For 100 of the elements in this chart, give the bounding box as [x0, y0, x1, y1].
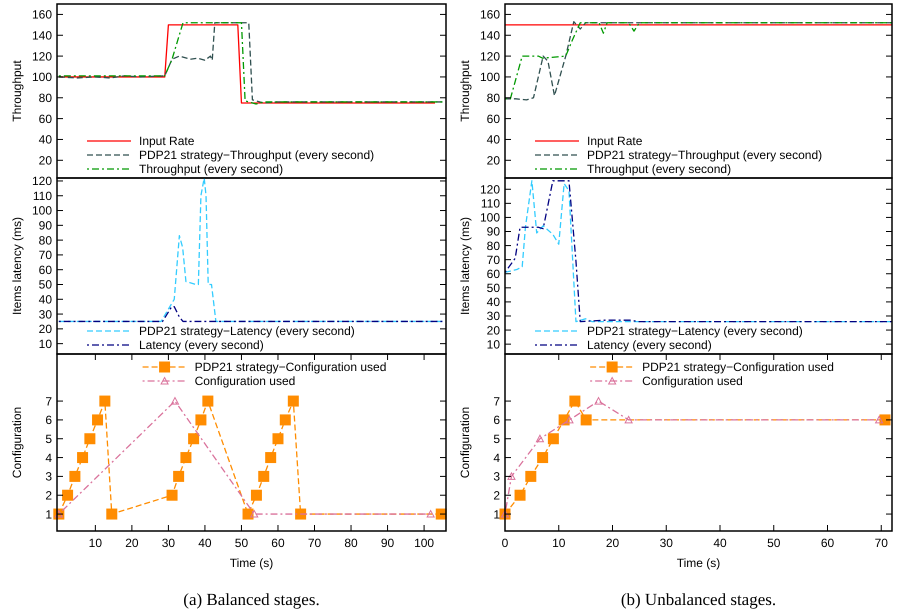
point	[92, 414, 104, 426]
point	[566, 416, 574, 424]
y-tick-label: 80	[486, 90, 500, 105]
y-tick-label: 1	[45, 507, 52, 522]
y-tick-label: 140	[480, 28, 500, 42]
legend-label: PDP21 strategy−Throughput (every second)	[587, 148, 822, 162]
x-tick-label: 20	[125, 536, 139, 550]
y-tick-label: 4	[493, 450, 500, 465]
y-tick-label: 60	[38, 262, 52, 277]
point	[166, 490, 178, 501]
y-tick-label: 6	[493, 413, 500, 428]
point	[536, 434, 544, 442]
x-tick-label: 30	[162, 536, 176, 550]
x-axis-title: Time (s)	[230, 556, 274, 570]
y-tick-label: 2	[493, 488, 500, 502]
y-tick-label: 90	[38, 218, 52, 233]
y-tick-label: 50	[38, 278, 52, 292]
y-tick-label: 2	[45, 488, 52, 502]
y-tick-label: 160	[32, 8, 52, 22]
point	[170, 397, 179, 405]
point	[84, 433, 96, 444]
legend-label: Latency (every second)	[139, 338, 264, 352]
y-tick-label: 40	[486, 295, 500, 310]
y-axis-title: Items latency (ms)	[10, 216, 24, 316]
point	[548, 433, 559, 444]
legend-label: Configuration used	[642, 374, 743, 388]
x-tick-label: 10	[88, 536, 102, 550]
legend-label: PDP21 strategy−Throughput (every second)	[139, 148, 374, 162]
x-tick-label: 60	[271, 536, 285, 550]
y-tick-label: 5	[45, 432, 52, 446]
y-axis-title: Configuration	[458, 406, 472, 478]
legend-label: Input Rate	[139, 134, 195, 148]
y-tick-label: 160	[480, 8, 500, 22]
point	[62, 490, 74, 501]
point	[195, 414, 206, 426]
point	[525, 470, 536, 482]
y-tick-label: 30	[486, 309, 500, 324]
y-tick-label: 80	[486, 238, 500, 253]
y-axis-title: Throughput	[10, 60, 24, 122]
y-tick-label: 110	[480, 196, 500, 211]
y-tick-label: 70	[486, 252, 500, 267]
y-tick-label: 120	[32, 49, 52, 64]
y-tick-label: 3	[45, 470, 52, 484]
y-axis-title: Throughput	[458, 60, 472, 122]
y-tick-label: 5	[493, 432, 500, 446]
y-axis-title: Configuration	[10, 406, 24, 478]
legend-label: Throughput (every second)	[139, 162, 284, 176]
x-tick-label: 20	[606, 536, 620, 550]
y-tick-label: 100	[32, 204, 52, 218]
y-tick-label: 100	[480, 70, 500, 84]
y-tick-label: 3	[493, 470, 500, 484]
x-tick-label: 0	[502, 536, 509, 550]
y-tick-label: 100	[32, 70, 52, 84]
x-tick-label: 50	[767, 536, 781, 550]
point	[69, 470, 80, 482]
point	[188, 433, 200, 444]
text: (b) Unbalanced stages.	[620, 590, 776, 609]
point	[426, 510, 435, 518]
x-tick-label: 80	[344, 536, 358, 550]
y-tick-label: 1	[493, 507, 500, 522]
y-tick-label: 110	[32, 188, 52, 203]
legend-label: Throughput (every second)	[587, 162, 732, 176]
y-tick-label: 6	[45, 413, 52, 428]
y-tick-label: 120	[480, 182, 500, 196]
legend-label: Latency (every second)	[587, 338, 712, 352]
y-tick-label: 10	[486, 337, 500, 352]
y-tick-label: 7	[493, 394, 500, 408]
x-tick-label: 100	[414, 536, 434, 550]
point	[288, 396, 299, 407]
y-tick-label: 120	[480, 49, 500, 64]
y-tick-label: 60	[486, 266, 500, 281]
y-tick-label: 80	[38, 233, 52, 248]
y-tick-label: 20	[486, 153, 500, 168]
y-tick-label: 40	[38, 132, 52, 147]
x-tick-label: 10	[552, 536, 566, 550]
point	[624, 416, 633, 424]
text: (a) Balanced stages.	[183, 590, 320, 609]
legend-label: PDP21 strategy−Configuration used	[642, 360, 834, 374]
point	[875, 416, 884, 424]
x-tick-label: 70	[308, 536, 322, 550]
y-tick-label: 70	[38, 248, 52, 262]
y-tick-label: 120	[32, 174, 52, 188]
x-axis-title: Time (s)	[676, 556, 720, 570]
point	[258, 470, 270, 482]
point	[507, 472, 516, 480]
point	[580, 414, 592, 426]
point	[265, 452, 276, 464]
x-tick-label: 50	[234, 536, 248, 550]
point	[173, 470, 184, 482]
point	[180, 452, 192, 464]
y-tick-label: 20	[486, 323, 500, 338]
y-tick-label: 20	[38, 153, 52, 168]
point	[99, 396, 110, 407]
y-tick-label: 10	[38, 336, 52, 351]
y-tick-label: 140	[32, 28, 52, 42]
legend-label: Configuration used	[194, 374, 296, 388]
x-tick-label: 60	[820, 536, 834, 550]
point	[280, 414, 291, 426]
point	[242, 508, 254, 520]
y-tick-label: 40	[486, 132, 500, 147]
